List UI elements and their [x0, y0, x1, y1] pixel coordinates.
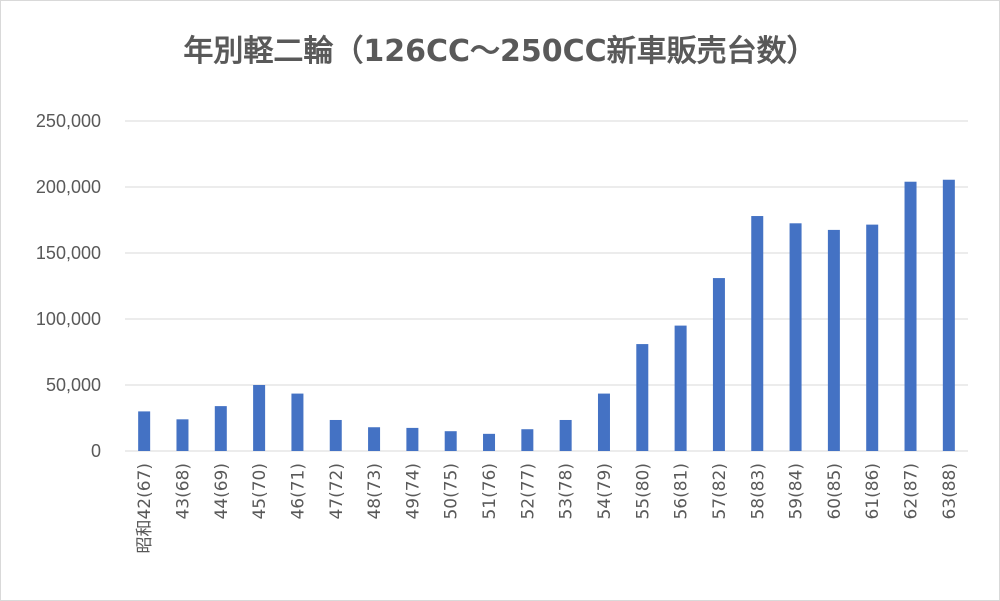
x-tick-label: 昭和42(67) — [135, 463, 155, 554]
x-tick-label: 57(82) — [710, 463, 730, 520]
x-tick-label: 59(84) — [787, 463, 807, 520]
x-tick-label: 52(77) — [518, 463, 538, 520]
bar — [368, 427, 381, 451]
x-tick-label: 63(88) — [940, 463, 960, 520]
y-tick-label: 50,000 — [46, 375, 101, 395]
bar — [406, 427, 419, 451]
bar — [329, 419, 342, 451]
x-tick-label: 43(68) — [173, 463, 193, 520]
bar — [904, 181, 917, 451]
bar — [827, 229, 840, 451]
y-tick-label: 0 — [91, 441, 101, 461]
x-tick-label: 48(73) — [365, 463, 385, 520]
bar — [444, 431, 457, 451]
x-tick-label: 47(72) — [327, 463, 347, 520]
y-tick-label: 250,000 — [36, 111, 101, 131]
y-tick-label: 100,000 — [36, 309, 101, 329]
bar — [597, 393, 610, 451]
bar — [674, 325, 687, 451]
bar — [138, 411, 151, 451]
bar — [483, 433, 496, 451]
y-tick-label: 150,000 — [36, 243, 101, 263]
x-tick-label: 46(71) — [288, 463, 308, 520]
bar — [789, 223, 802, 451]
x-tick-label: 60(85) — [825, 463, 845, 520]
x-tick-label: 51(76) — [480, 463, 500, 520]
x-tick-label: 62(87) — [902, 463, 922, 520]
x-tick-label: 50(75) — [442, 463, 462, 520]
x-tick-label: 61(86) — [863, 463, 883, 520]
bar — [866, 224, 879, 451]
bar — [559, 419, 572, 451]
bar — [636, 344, 649, 451]
x-tick-label: 44(69) — [212, 463, 232, 520]
bar — [521, 429, 534, 451]
x-tick-label: 49(74) — [403, 463, 423, 520]
bar — [291, 393, 304, 451]
y-tick-label: 200,000 — [36, 177, 101, 197]
bar — [253, 385, 266, 451]
bar — [214, 406, 227, 451]
bar — [176, 419, 189, 451]
x-tick-label: 56(81) — [672, 463, 692, 520]
x-tick-label: 45(70) — [250, 463, 270, 520]
x-tick-label: 53(78) — [557, 463, 577, 520]
x-tick-label: 58(83) — [748, 463, 768, 520]
bar — [942, 179, 955, 452]
x-tick-label: 54(79) — [595, 463, 615, 520]
x-tick-label: 55(80) — [633, 463, 653, 520]
bar — [712, 278, 725, 451]
chart-title: 年別軽二輪（126CC～250CC新車販売台数） — [183, 34, 817, 69]
bar — [751, 216, 764, 451]
